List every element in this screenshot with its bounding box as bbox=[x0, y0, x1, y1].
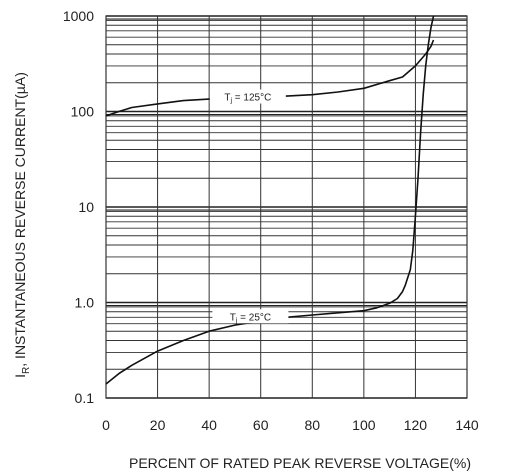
annotation-backdrop bbox=[212, 309, 289, 324]
x-axis-title: PERCENT OF RATED PEAK REVERSE VOLTAGE(%) bbox=[129, 455, 471, 471]
x-tick-label: 60 bbox=[253, 417, 269, 433]
y-tick-label: 0.1 bbox=[75, 390, 95, 406]
x-tick-label: 80 bbox=[304, 417, 320, 433]
x-tick-label: 20 bbox=[150, 417, 166, 433]
curve-annotation-1: Tj = 125°C bbox=[224, 93, 271, 105]
series-lines bbox=[105, 15, 435, 385]
curve-annotation-2: Tj = 25°C bbox=[230, 312, 271, 324]
x-tick-label: 0 bbox=[102, 417, 110, 433]
plot-frame bbox=[105, 15, 468, 399]
y-axis-title: IR, INSTANTANEOUS REVERSE CURRENT(µA) bbox=[12, 72, 32, 378]
y-tick-labels: 0.1 1.0 10 100 1000 bbox=[63, 8, 94, 406]
annotation-backdrop bbox=[209, 89, 286, 104]
x-tick-label: 40 bbox=[201, 417, 217, 433]
minor-gridlines bbox=[106, 19, 467, 370]
x-tick-labels: 0 20 40 60 80 100 120 140 bbox=[102, 417, 479, 433]
y-tick-label: 10 bbox=[78, 199, 94, 215]
x-tick-label: 100 bbox=[352, 417, 376, 433]
y-axis-title-text: , INSTANTANEOUS REVERSE CURRENT(µA) bbox=[12, 72, 28, 367]
series-line-2 bbox=[105, 15, 435, 385]
x-tick-label: 120 bbox=[404, 417, 428, 433]
y-tick-label: 1.0 bbox=[75, 295, 95, 311]
y-tick-label: 1000 bbox=[63, 8, 94, 24]
series-line-1 bbox=[105, 39, 435, 117]
curve-annotations: Tj = 125°C Tj = 25°C bbox=[209, 89, 289, 324]
x-tick-label: 140 bbox=[455, 417, 479, 433]
y-tick-label: 100 bbox=[71, 104, 95, 120]
y-axis-title-symbol: I bbox=[12, 374, 28, 378]
y-axis-title-subscript: R bbox=[21, 367, 32, 374]
